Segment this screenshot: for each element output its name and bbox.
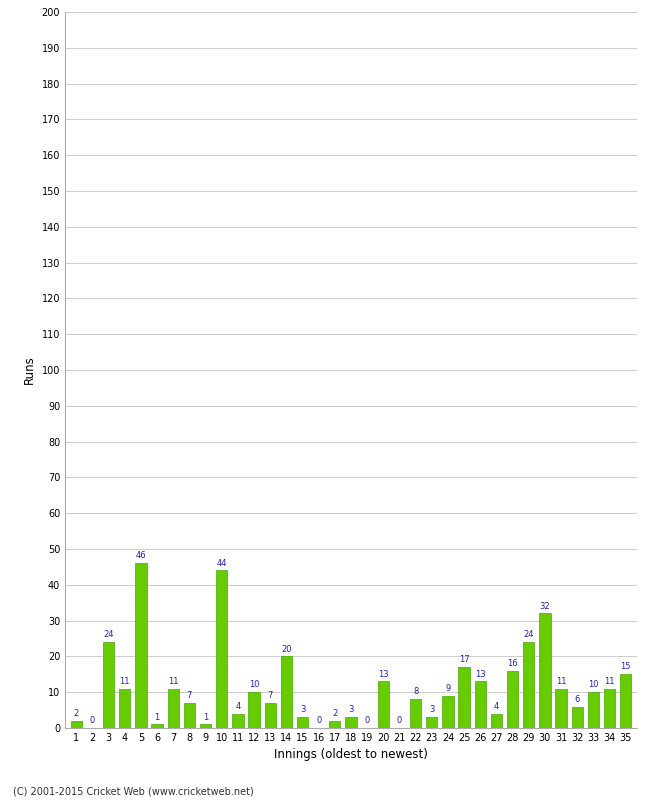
Bar [184,703,195,728]
Text: 11: 11 [120,677,130,686]
Bar [71,721,82,728]
Bar [216,570,228,728]
Bar [103,642,114,728]
Text: 11: 11 [556,677,566,686]
Text: 24: 24 [103,630,114,639]
Text: 9: 9 [445,684,450,693]
Bar [474,682,486,728]
Text: 3: 3 [300,706,306,714]
Bar [281,656,292,728]
Text: 0: 0 [90,716,95,725]
Text: 13: 13 [475,670,486,678]
Text: 0: 0 [316,716,321,725]
Text: (C) 2001-2015 Cricket Web (www.cricketweb.net): (C) 2001-2015 Cricket Web (www.cricketwe… [13,786,254,796]
Text: 7: 7 [268,691,273,700]
Text: 0: 0 [397,716,402,725]
Bar [297,718,308,728]
Bar [135,563,147,728]
Bar [151,725,162,728]
Text: 4: 4 [235,702,240,711]
Bar [378,682,389,728]
Bar [410,699,421,728]
Bar [571,706,583,728]
Bar [458,667,470,728]
Bar [523,642,534,728]
Bar [119,689,131,728]
Text: 17: 17 [459,655,469,664]
Text: 3: 3 [348,706,354,714]
Bar [248,692,260,728]
Text: 2: 2 [73,709,79,718]
Bar [200,725,211,728]
Text: 24: 24 [523,630,534,639]
Text: 3: 3 [429,706,434,714]
Bar [491,714,502,728]
Bar [604,689,615,728]
Text: 46: 46 [136,551,146,561]
Text: 20: 20 [281,645,292,654]
Bar [507,670,518,728]
Text: 11: 11 [168,677,179,686]
Bar [232,714,244,728]
Bar [555,689,567,728]
Text: 11: 11 [604,677,615,686]
Bar [168,689,179,728]
Text: 1: 1 [155,713,160,722]
X-axis label: Innings (oldest to newest): Innings (oldest to newest) [274,749,428,762]
Bar [345,718,357,728]
Text: 15: 15 [621,662,631,671]
Text: 13: 13 [378,670,389,678]
Text: 7: 7 [187,691,192,700]
Text: 44: 44 [216,558,227,568]
Bar [329,721,341,728]
Bar [265,703,276,728]
Text: 6: 6 [575,694,580,704]
Text: 10: 10 [249,680,259,690]
Text: 10: 10 [588,680,599,690]
Bar [442,696,454,728]
Bar [540,614,551,728]
Text: 8: 8 [413,687,419,697]
Bar [426,718,437,728]
Text: 16: 16 [507,659,518,668]
Bar [588,692,599,728]
Text: 0: 0 [365,716,370,725]
Text: 32: 32 [540,602,550,610]
Bar [620,674,631,728]
Text: 1: 1 [203,713,208,722]
Y-axis label: Runs: Runs [23,356,36,384]
Text: 4: 4 [494,702,499,711]
Text: 2: 2 [332,709,337,718]
